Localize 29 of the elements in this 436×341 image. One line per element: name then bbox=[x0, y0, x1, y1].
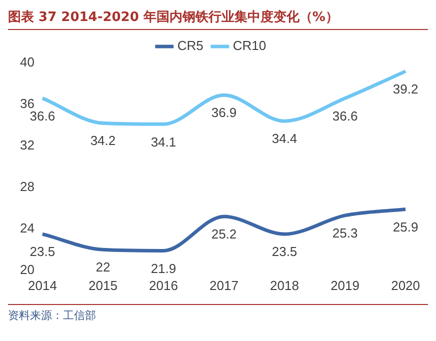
x-tick-label: 2020 bbox=[391, 278, 420, 293]
data-label: 25.9 bbox=[392, 219, 418, 234]
data-label: 34.2 bbox=[90, 133, 116, 148]
x-tick-label: 2016 bbox=[149, 278, 178, 293]
data-label: 25.2 bbox=[211, 226, 237, 242]
text: 资料来源：工信部 bbox=[8, 304, 428, 323]
data-label: 23.5 bbox=[272, 244, 298, 260]
data-label: 22 bbox=[96, 260, 110, 275]
y-tick-label: 40 bbox=[20, 54, 34, 70]
chart-title: 图表 37 2014-2020 年国内钢铁行业集中度变化（%） bbox=[8, 8, 428, 30]
legend-label: CR10 bbox=[232, 38, 266, 54]
x-tick-label: 2014 bbox=[28, 278, 57, 293]
data-label: 21.9 bbox=[150, 260, 176, 276]
y-tick-label: 20 bbox=[20, 262, 34, 277]
data-label: 25.3 bbox=[332, 226, 358, 241]
data-label: 23.5 bbox=[30, 244, 56, 260]
y-tick-label: 28 bbox=[20, 179, 34, 194]
data-label: 34.4 bbox=[272, 131, 298, 146]
x-tick-label: 2018 bbox=[270, 278, 299, 293]
y-tick-label: 24 bbox=[20, 220, 34, 236]
x-tick-label: 2017 bbox=[210, 278, 238, 293]
data-label: 36.6 bbox=[332, 108, 358, 124]
x-tick-label: 2015 bbox=[88, 278, 118, 293]
data-label: 34.1 bbox=[150, 134, 176, 150]
y-tick-label: 32 bbox=[20, 138, 34, 153]
data-label: 39.2 bbox=[392, 81, 418, 96]
x-tick-label: 2019 bbox=[330, 278, 360, 293]
legend-label: CR5 bbox=[177, 38, 204, 54]
data-label: 36.9 bbox=[211, 105, 237, 120]
